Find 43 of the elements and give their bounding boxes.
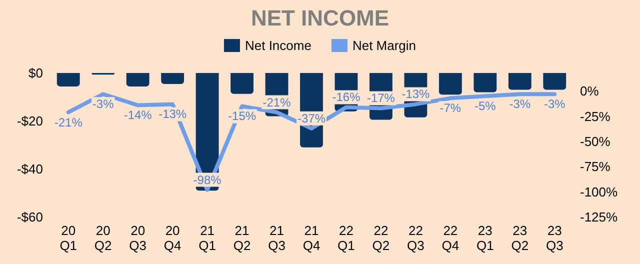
y2-tick-label: 0% [580, 84, 600, 99]
y2-tick-label: -100% [580, 184, 618, 200]
x-tick-label: 22 Q3 [407, 223, 424, 253]
data-label: -98% [193, 172, 222, 187]
x-tick-label: 23 Q1 [476, 223, 494, 253]
x-tick-label: 21 Q3 [268, 223, 286, 253]
data-label: -13% [158, 107, 187, 122]
data-label: -14% [124, 108, 152, 122]
data-label: -7% [440, 101, 462, 116]
x-tick-label: 21 Q2 [233, 223, 251, 253]
data-label: -17% [366, 91, 396, 106]
x-tick-label: 20 Q3 [129, 223, 147, 253]
data-label: -13% [402, 87, 430, 102]
x-tick-label: 20 Q2 [94, 223, 112, 253]
x-tick-label: 22 Q1 [338, 223, 355, 253]
y-tick-label: -$60 [16, 210, 43, 224]
x-tick-label: 22 Q2 [372, 223, 390, 253]
data-label: -16% [332, 90, 361, 104]
data-label: -3% [92, 97, 114, 112]
data-label: -21% [262, 95, 292, 110]
legend-label: Net Income [244, 38, 312, 53]
x-tick-label: 23 Q2 [511, 223, 529, 253]
x-tick-label: 20 Q1 [60, 223, 78, 253]
y2-tick-label: -75% [580, 159, 611, 174]
x-tick-label: 21 Q4 [302, 223, 320, 253]
legend-label: Net Margin [352, 38, 416, 53]
x-tick-label: 20 Q4 [164, 223, 182, 253]
y2-tick-label: -25% [580, 108, 611, 124]
y-tick-label: -$40 [16, 162, 43, 176]
y2-tick-label: -125% [580, 210, 618, 224]
data-label: -3% [544, 97, 566, 112]
chart-title: NET INCOME [250, 6, 390, 30]
x-tick-label: 21 Q1 [198, 223, 216, 253]
data-label: -37% [297, 111, 326, 126]
data-label: -15% [228, 109, 256, 124]
x-tick-label: 22 Q4 [442, 223, 460, 253]
data-label: -3% [509, 97, 531, 112]
data-label: -21% [54, 115, 83, 130]
data-label: -5% [474, 99, 496, 114]
y-tick-label: $0 [28, 66, 43, 80]
y-tick-label: -$20 [16, 114, 43, 128]
y2-tick-label: -50% [580, 134, 611, 149]
x-tick-label: 23 Q3 [546, 223, 564, 253]
